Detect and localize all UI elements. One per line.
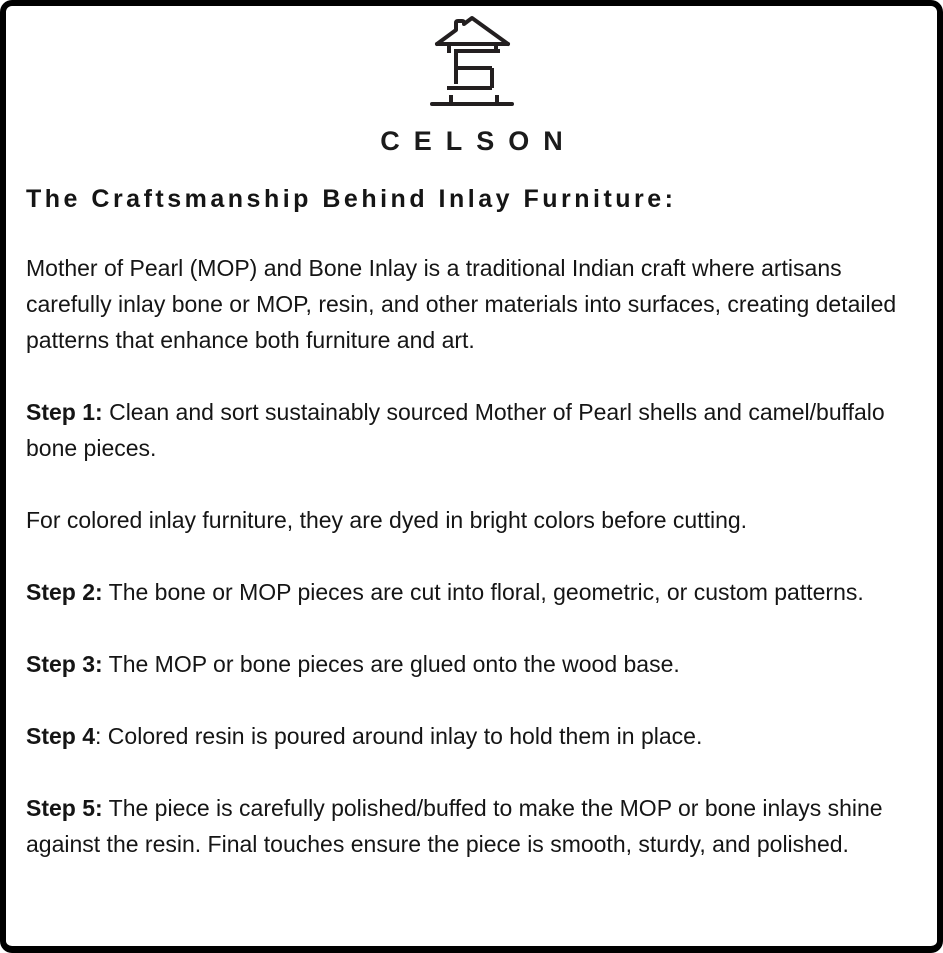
brand-name: CELSON (380, 126, 577, 156)
step-3-paragraph: Step 3: The MOP or bone pieces are glued… (26, 646, 911, 682)
celson-house-logo-icon (429, 16, 514, 106)
paragraph-text: Mother of Pearl (MOP) and Bone Inlay is … (26, 255, 897, 354)
colored-inlay-note-paragraph: For colored inlay furniture, they are dy… (26, 502, 911, 538)
step-1-paragraph: Step 1: Clean and sort sustainably sourc… (26, 394, 911, 466)
paragraph-text: Clean and sort sustainably sourced Mothe… (26, 399, 885, 462)
paragraph-text: For colored inlay furniture, they are dy… (26, 507, 748, 534)
step-5-label: Step 5: (26, 795, 103, 822)
step-4-paragraph: Step 4: Colored resin is poured around i… (26, 718, 911, 754)
page-title: The Craftsmanship Behind Inlay Furniture… (26, 185, 677, 214)
brand-logo (6, 10, 937, 108)
step-4-label: Step 4 (26, 723, 96, 750)
document-body: The Craftsmanship Behind Inlay Furniture… (6, 184, 937, 862)
step-1-label: Step 1: (26, 399, 103, 426)
step-2-paragraph: Step 2: The bone or MOP pieces are cut i… (26, 574, 911, 610)
paragraph-text: The bone or MOP pieces are cut into flor… (102, 579, 864, 606)
step-2-label: Step 2: (26, 579, 103, 606)
step-5-paragraph: Step 5: The piece is carefully polished/… (26, 790, 911, 862)
paragraph-text: The piece is carefully polished/buffed t… (26, 795, 883, 858)
paragraph-text: : Colored resin is poured around inlay t… (95, 723, 703, 750)
paragraph-text: The MOP or bone pieces are glued onto th… (102, 651, 680, 678)
intro-paragraph: Mother of Pearl (MOP) and Bone Inlay is … (26, 250, 911, 358)
step-3-label: Step 3: (26, 651, 103, 678)
